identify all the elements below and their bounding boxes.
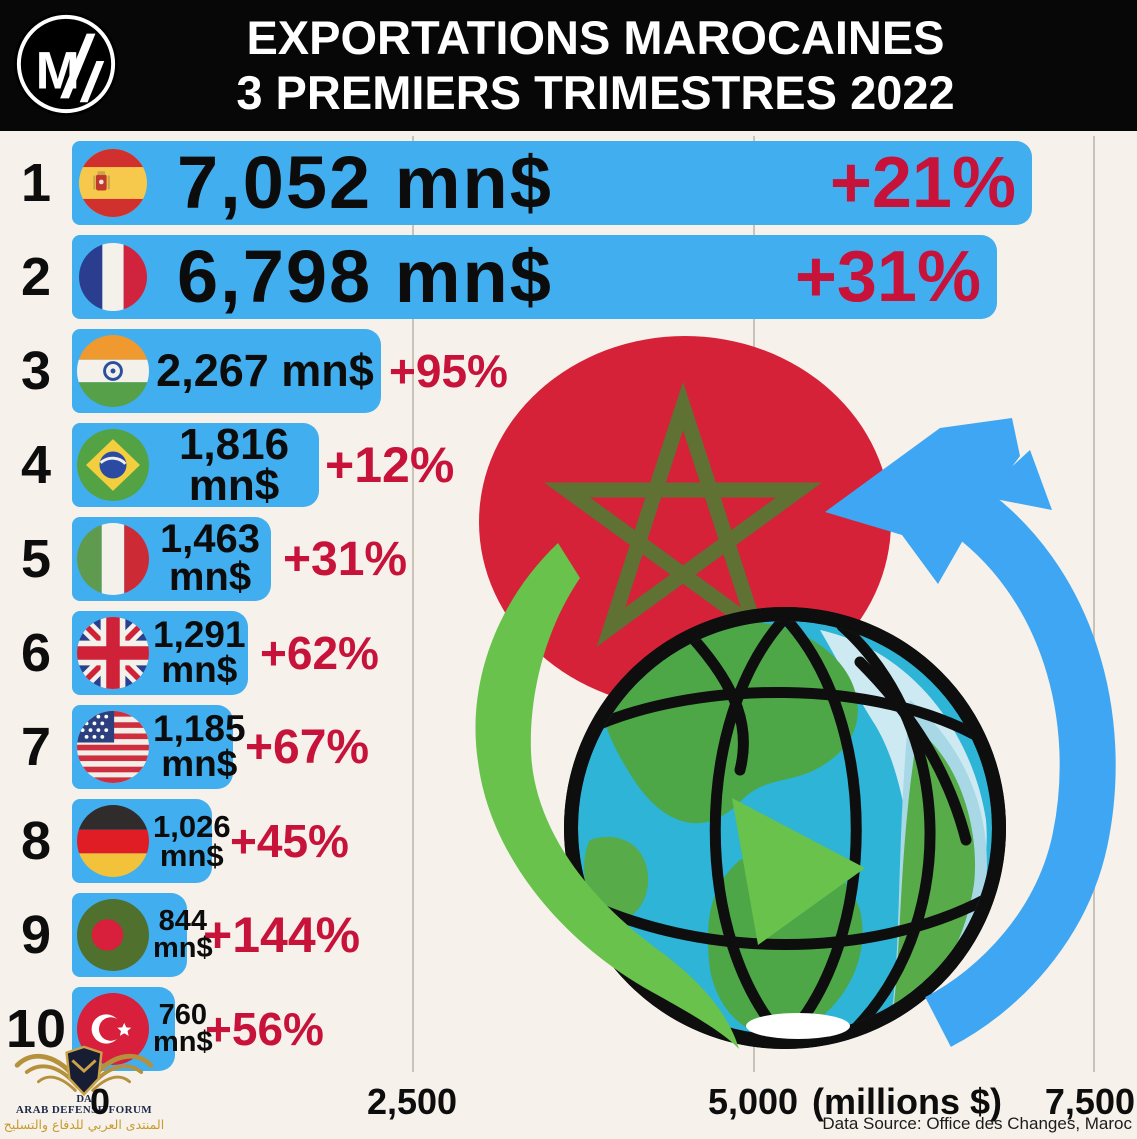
value-label: 7,052 mn$ xyxy=(177,141,553,225)
bar-france: 6,798 mn$ +31% xyxy=(72,235,997,319)
pct-change-label: +21% xyxy=(829,143,1016,223)
gridline-7500 xyxy=(1093,136,1095,1072)
rank-label: 10 xyxy=(5,999,67,1059)
pct-change-label: +45% xyxy=(230,815,349,867)
value-label: 844 mn$ xyxy=(153,904,213,964)
value-label: 1,816 mn$ xyxy=(178,419,290,510)
bar-chart: 1 7,052 mn$ +21% 2 6,798 mn$ +31% 3 2,267 mn$ +9… xyxy=(0,141,1137,1081)
pct-change-label: +67% xyxy=(245,720,370,774)
chart-row-italy: 5 1,463 mn$ +31% xyxy=(0,517,1137,601)
bar-united-kingdom: 1,291 mn$ xyxy=(72,611,248,695)
x-tick-7500: 7,500 xyxy=(1044,1081,1135,1122)
chart-row-spain: 1 7,052 mn$ +21% xyxy=(0,141,1137,225)
green-arrow-icon xyxy=(475,543,865,1049)
pct-change-label: +144% xyxy=(203,907,361,963)
x-tick-5000: 5,000 xyxy=(707,1081,799,1122)
title-line-2: 3 PREMIERS TRIMESTRES 2022 xyxy=(236,65,955,119)
rank-label: 5 xyxy=(20,529,52,589)
morocco-star-icon xyxy=(543,381,823,647)
united-states-flag-icon xyxy=(77,711,149,783)
blue-arrow-icon xyxy=(825,418,1116,1047)
value-label: 760 mn$ xyxy=(153,998,213,1058)
bar-bangladesh: 844 mn$ xyxy=(72,893,213,977)
watermark-arabic: المنتدى العربي للدفاع والتسليح xyxy=(3,1117,165,1133)
watermark: DA ARAB DEFENSE FORUM المنتدى العربي للد… xyxy=(2,1042,166,1132)
turkey-flag-icon xyxy=(77,993,149,1065)
rank-label: 8 xyxy=(20,811,52,871)
chart-row-bangladesh: 9 844 mn$ +144% xyxy=(0,893,1137,977)
pct-change-label: +31% xyxy=(283,532,408,586)
value-label: 1,026 mn$ xyxy=(153,808,231,873)
india-flag-icon xyxy=(77,335,149,407)
bar-italy: 1,463 mn$ xyxy=(72,517,271,601)
x-tick-0: 0 xyxy=(89,1081,111,1122)
bar-germany: 1,026 mn$ xyxy=(72,799,231,883)
value-label: 6,798 mn$ xyxy=(177,235,553,319)
pct-change-label: +31% xyxy=(794,237,981,317)
bar-india: 2,267 mn$ xyxy=(72,329,381,413)
france-flag-icon xyxy=(79,243,147,311)
rank-label: 1 xyxy=(20,153,52,213)
bar-united-states: 1,185 mn$ xyxy=(72,705,246,789)
svg-text:DA: DA xyxy=(76,1094,92,1104)
globe-exchange-illustration xyxy=(475,336,1116,1049)
value-label: 1,291 mn$ xyxy=(153,614,246,690)
rank-label: 4 xyxy=(20,435,52,495)
chart-row-brazil: 4 1,816 mn$ +12% xyxy=(0,419,1137,510)
m-slash-logo: M xyxy=(13,11,119,117)
spain-flag-icon xyxy=(79,149,147,217)
chart-row-united-states: 7 1,185 mn$ +67% xyxy=(0,705,1137,789)
pct-change-label: +56% xyxy=(205,1003,324,1055)
page-title: EXPORTATIONS MAROCAINES 3 PREMIERS TRIME… xyxy=(0,11,1137,121)
rank-label: 6 xyxy=(20,623,52,683)
eagle-shield-icon: DA xyxy=(14,1045,154,1104)
data-source-label: Data Source: Office des Changes, Maroc xyxy=(822,1114,1132,1133)
value-label: 2,267 mn$ xyxy=(156,344,374,396)
bar-brazil: 1,816 mn$ xyxy=(72,419,319,510)
header-banner: M EXPORTATIONS MAROCAINES 3 PREMIERS TRI… xyxy=(0,0,1137,131)
chart-row-france: 2 6,798 mn$ +31% xyxy=(0,235,1137,319)
italy-flag-icon xyxy=(77,523,149,595)
brazil-flag-icon xyxy=(77,429,149,501)
rank-label: 9 xyxy=(20,905,52,965)
pct-change-label: +95% xyxy=(389,345,508,397)
pct-change-label: +62% xyxy=(260,627,379,679)
chart-row-united-kingdom: 6 1,291 mn$ +62% xyxy=(0,611,1137,695)
rank-label: 3 xyxy=(20,341,52,401)
watermark-title: ARAB DEFENSE FORUM xyxy=(15,1104,153,1116)
bangladesh-flag-icon xyxy=(77,899,149,971)
title-line-1: EXPORTATIONS MAROCAINES xyxy=(246,11,945,64)
bar-spain: 7,052 mn$ +21% xyxy=(72,141,1032,225)
bar-turkey: 760 mn$ xyxy=(72,987,213,1071)
x-axis-unit-label: (millions $) xyxy=(812,1081,1003,1122)
value-label: 1,185 mn$ xyxy=(153,708,246,784)
chart-row-turkey: 10 760 mn$ +56% xyxy=(0,987,1137,1071)
chart-row-germany: 8 1,026 mn$ +45% xyxy=(0,799,1137,883)
pct-change-label: +12% xyxy=(325,437,455,493)
rank-label: 2 xyxy=(20,247,52,307)
rank-label: 7 xyxy=(20,717,52,777)
gridline-2500 xyxy=(412,136,414,1072)
germany-flag-icon xyxy=(77,805,149,877)
chart-row-india: 3 2,267 mn$ +95% xyxy=(0,329,1137,413)
united-kingdom-flag-icon xyxy=(77,617,149,689)
value-label: 1,463 mn$ xyxy=(159,517,261,599)
x-tick-2500: 2,500 xyxy=(366,1081,458,1122)
